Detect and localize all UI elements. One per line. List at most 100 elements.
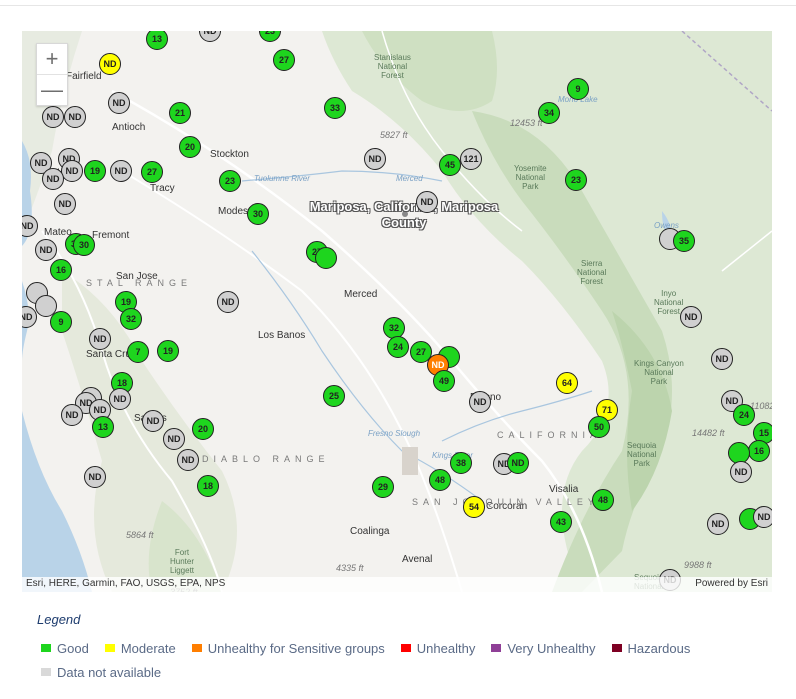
- map-label: SAN JOAQUIN VALLEY: [412, 497, 599, 507]
- map-label: Inyo National Forest: [654, 289, 684, 316]
- aqi-marker[interactable]: 30: [73, 234, 95, 256]
- map-label: Santa Cruz: [86, 349, 137, 360]
- aqi-marker[interactable]: 33: [324, 97, 346, 119]
- aqi-marker[interactable]: 20: [192, 418, 214, 440]
- aqi-marker[interactable]: 48: [429, 469, 451, 491]
- legend-label: Good: [57, 640, 89, 656]
- powered-by-esri-link[interactable]: Powered by Esri: [695, 578, 768, 589]
- aqi-marker[interactable]: 30: [247, 203, 269, 225]
- aqi-marker[interactable]: ND: [507, 452, 529, 474]
- aqi-marker[interactable]: 13: [92, 416, 114, 438]
- aqi-marker[interactable]: 13: [146, 31, 168, 50]
- aqi-marker[interactable]: [35, 295, 57, 317]
- aqi-marker[interactable]: ND: [177, 449, 199, 471]
- aqi-marker[interactable]: ND: [753, 506, 772, 528]
- map-label: Fort Hunter Liggett: [170, 548, 195, 575]
- aqi-marker[interactable]: ND: [707, 513, 729, 535]
- aqi-marker[interactable]: ND: [163, 428, 185, 450]
- map-label: Los Banos: [258, 330, 306, 341]
- aqi-marker[interactable]: 9: [50, 311, 72, 333]
- legend-label: Data not available: [57, 664, 162, 680]
- aqi-marker[interactable]: ND: [84, 466, 106, 488]
- top-divider: [0, 5, 796, 6]
- aqi-marker[interactable]: ND: [730, 461, 752, 483]
- zoom-in-button[interactable]: +: [37, 44, 67, 75]
- aqi-marker[interactable]: 49: [433, 370, 455, 392]
- aqi-marker[interactable]: ND: [42, 168, 64, 190]
- zoom-control: + —: [36, 43, 68, 106]
- aqi-marker[interactable]: 25: [323, 385, 345, 407]
- aqi-marker[interactable]: 9: [567, 78, 589, 100]
- legend-item: Very Unhealthy: [491, 640, 596, 656]
- aqi-marker[interactable]: 16: [748, 440, 770, 462]
- aqi-marker[interactable]: ND: [54, 193, 76, 215]
- legend-label: Moderate: [120, 640, 176, 656]
- legend-item: Moderate: [104, 640, 176, 656]
- focus-location-label: Mariposa, California, Mariposa County: [309, 199, 499, 230]
- aqi-marker[interactable]: ND: [416, 191, 438, 213]
- aqi-marker[interactable]: ND: [110, 160, 132, 182]
- legend-label: Unhealthy for Sensitive groups: [207, 640, 385, 656]
- aqi-marker[interactable]: ND: [22, 215, 38, 237]
- legend-swatch: [41, 644, 51, 652]
- aqi-marker[interactable]: 35: [673, 230, 695, 252]
- aqi-marker[interactable]: ND: [364, 148, 386, 170]
- legend-label: Unhealthy: [416, 640, 476, 656]
- aqi-marker[interactable]: 38: [450, 452, 472, 474]
- aqi-marker[interactable]: 18: [197, 475, 219, 497]
- aqi-marker[interactable]: ND: [42, 106, 64, 128]
- aqi-marker[interactable]: ND: [217, 291, 239, 313]
- map-attribution-bar: Esri, HERE, Garmin, FAO, USGS, EPA, NPS …: [22, 577, 772, 592]
- map-label: Owens: [654, 221, 679, 230]
- aqi-marker[interactable]: ND: [108, 92, 130, 114]
- zoom-out-button[interactable]: —: [41, 77, 63, 102]
- map-label: Stockton: [210, 149, 249, 160]
- aqi-marker[interactable]: 29: [372, 476, 394, 498]
- aqi-marker[interactable]: [315, 247, 337, 269]
- aqi-marker[interactable]: 20: [179, 136, 201, 158]
- aqi-marker[interactable]: ND: [469, 391, 491, 413]
- aqi-marker[interactable]: 19: [84, 160, 106, 182]
- map-label: Coalinga: [350, 526, 390, 537]
- aqi-marker[interactable]: 24: [733, 404, 755, 426]
- aqi-marker[interactable]: 7: [127, 341, 149, 363]
- aqi-marker[interactable]: 27: [410, 341, 432, 363]
- aqi-marker[interactable]: 23: [565, 169, 587, 191]
- map-label: 11082: [750, 401, 772, 411]
- aqi-marker[interactable]: ND: [109, 388, 131, 410]
- map-label: Yosemite National Park: [514, 164, 547, 191]
- aqi-marker[interactable]: 54: [463, 496, 485, 518]
- air-quality-map[interactable]: FairfieldAntiochStocktonOaklandTracyMode…: [22, 31, 772, 592]
- aqi-marker[interactable]: ND: [142, 410, 164, 432]
- aqi-marker[interactable]: 16: [50, 259, 72, 281]
- legend-item: Unhealthy for Sensitive groups: [191, 640, 385, 656]
- aqi-marker[interactable]: 48: [592, 489, 614, 511]
- aqi-marker[interactable]: 45: [439, 154, 461, 176]
- aqi-marker[interactable]: 27: [273, 49, 295, 71]
- aqi-marker[interactable]: ND: [89, 328, 111, 350]
- map-label: Stanislaus National Forest: [374, 53, 411, 80]
- legend-title: Legend: [37, 612, 81, 627]
- aqi-marker[interactable]: ND: [680, 306, 702, 328]
- aqi-marker[interactable]: 121: [460, 148, 482, 170]
- aqi-marker[interactable]: 34: [538, 102, 560, 124]
- aqi-marker[interactable]: 24: [387, 336, 409, 358]
- aqi-marker[interactable]: 23: [219, 170, 241, 192]
- map-label: Merced: [344, 289, 378, 300]
- aqi-marker[interactable]: ND: [35, 239, 57, 261]
- aqi-marker[interactable]: 64: [556, 372, 578, 394]
- aqi-marker[interactable]: 50: [588, 416, 610, 438]
- aqi-marker[interactable]: 27: [141, 161, 163, 183]
- aqi-marker[interactable]: 43: [550, 511, 572, 533]
- legend-label: Hazardous: [627, 640, 691, 656]
- aqi-marker[interactable]: ND: [61, 160, 83, 182]
- aqi-marker[interactable]: ND: [99, 53, 121, 75]
- aqi-marker[interactable]: 32: [120, 308, 142, 330]
- aqi-marker[interactable]: ND: [64, 106, 86, 128]
- aqi-marker[interactable]: ND: [61, 404, 83, 426]
- map-label: Mateo: [44, 227, 72, 238]
- aqi-marker[interactable]: 19: [157, 340, 179, 362]
- legend-swatch: [400, 644, 411, 652]
- aqi-marker[interactable]: 21: [169, 102, 191, 124]
- aqi-marker[interactable]: ND: [711, 348, 733, 370]
